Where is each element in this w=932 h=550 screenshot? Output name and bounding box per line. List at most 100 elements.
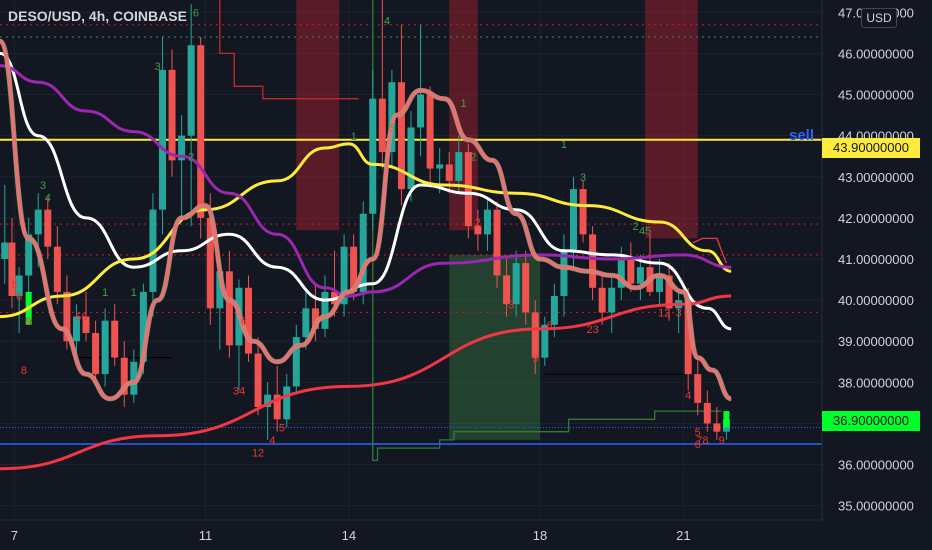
ma-line-3 — [0, 294, 732, 471]
count-label: 1 — [102, 287, 108, 299]
candle-body — [426, 94, 434, 169]
count-label: 1 — [561, 139, 567, 151]
candle-body — [302, 308, 310, 338]
count-label: 9 — [26, 316, 32, 328]
count-label: 6 — [695, 439, 701, 451]
candle-body — [397, 82, 405, 190]
candle — [589, 226, 597, 301]
candle-body — [407, 127, 415, 190]
y-tick-label: 35.00000000 — [838, 499, 914, 514]
y-tick-label: 38.00000000 — [838, 375, 914, 390]
candle — [656, 259, 664, 305]
count-label: 56 — [75, 312, 87, 324]
count-label: 3 — [580, 172, 586, 184]
count-label: 23 — [586, 324, 598, 336]
candle-body — [245, 287, 253, 354]
last-candle-highlight — [723, 411, 730, 428]
candle-body — [369, 98, 377, 214]
candle-body — [8, 242, 16, 296]
candle-body — [158, 69, 166, 210]
candle — [178, 115, 186, 218]
candle — [340, 234, 348, 317]
candle — [541, 316, 549, 366]
count-label: 9 — [532, 353, 538, 365]
candle-body — [589, 234, 597, 288]
candle — [579, 180, 587, 243]
candle-body — [359, 213, 367, 292]
candle-body — [417, 94, 425, 128]
x-tick-label: 18 — [533, 528, 547, 543]
candle-body — [63, 291, 71, 342]
count-label: 9 — [719, 435, 725, 447]
candle-body — [455, 152, 463, 181]
candle-body — [206, 217, 214, 309]
candle — [359, 201, 367, 305]
candle — [15, 267, 23, 333]
candle — [464, 143, 472, 239]
count-label: 78 — [696, 435, 708, 447]
count-label: 6 — [193, 7, 199, 19]
y-tick-label: 43.00000000 — [838, 170, 914, 185]
count-label: 4 — [45, 192, 51, 204]
candle — [483, 197, 491, 251]
candle-body — [445, 164, 453, 181]
candle-body — [197, 45, 205, 218]
candle-body — [350, 246, 358, 292]
candle-body — [474, 226, 482, 235]
candle-body — [436, 164, 444, 169]
candle — [292, 324, 300, 395]
candle — [512, 250, 520, 317]
candle-body — [703, 402, 711, 424]
candle — [44, 197, 52, 259]
currency-button[interactable]: USD — [861, 8, 897, 28]
candle — [627, 242, 635, 292]
count-label: 5 — [11, 279, 17, 291]
sell-price-tag: 43.90000000 — [822, 138, 920, 158]
count-label: 5 — [695, 427, 701, 439]
candle — [158, 37, 166, 235]
candle — [598, 271, 606, 325]
count-label: 3 — [40, 180, 46, 192]
candle-body — [25, 234, 33, 276]
candle-body — [92, 333, 100, 375]
candle-body — [101, 320, 109, 375]
candle-body — [550, 296, 558, 325]
candle-body — [636, 267, 644, 284]
candle — [111, 304, 119, 366]
candle — [713, 407, 721, 440]
candle — [378, 0, 386, 169]
count-label: 2 — [188, 151, 194, 163]
candle-body — [321, 291, 329, 329]
candle — [665, 263, 673, 321]
count-label: 3 — [155, 61, 161, 73]
candle — [493, 201, 501, 288]
candle — [283, 374, 291, 428]
candle-body — [656, 275, 664, 292]
count-label: 12 — [658, 308, 670, 320]
ma-line-0 — [0, 51, 732, 331]
candle-body — [82, 316, 90, 333]
candle — [53, 226, 61, 305]
candle-body — [503, 275, 511, 305]
candle — [1, 185, 9, 284]
ma-line-2 — [0, 64, 732, 298]
candle-body — [684, 300, 692, 375]
candle-body — [139, 291, 147, 362]
candle — [149, 193, 157, 317]
candle — [225, 250, 233, 358]
candle — [531, 300, 539, 375]
resistance-zone — [645, 0, 698, 239]
y-tick-label: 46.00000000 — [838, 46, 914, 61]
candle-body — [598, 287, 606, 313]
y-tick-label: 42.00000000 — [838, 211, 914, 226]
candle — [101, 308, 109, 387]
candle — [369, 69, 377, 231]
ma-line-1 — [0, 142, 732, 319]
y-tick-label: 36.00000000 — [838, 458, 914, 473]
candle — [703, 390, 711, 432]
candle-body — [627, 259, 635, 284]
candle — [254, 337, 262, 416]
recent-spike-line — [692, 237, 728, 264]
